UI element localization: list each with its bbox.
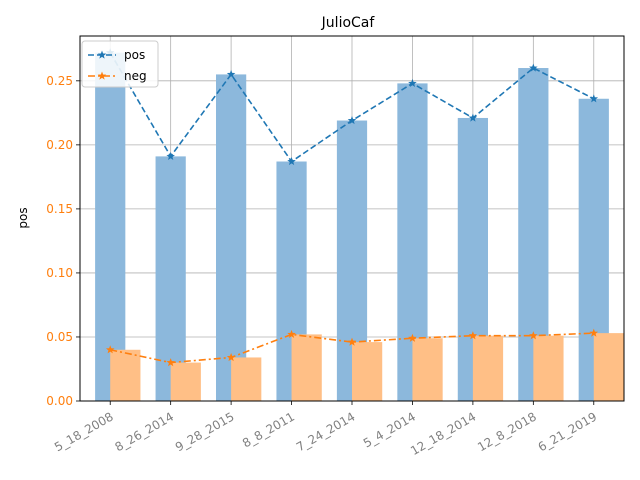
point-neg — [347, 337, 357, 346]
point-pos — [287, 157, 296, 166]
point-pos — [347, 116, 357, 125]
point-pos — [529, 63, 538, 72]
y-tick-label: 0.05 — [46, 330, 73, 344]
y-axis-label: pos — [16, 207, 30, 228]
bars — [95, 52, 624, 402]
point-neg — [226, 352, 236, 362]
bar-neg — [412, 338, 443, 401]
y-tick-label: 0.10 — [46, 266, 73, 280]
series-lines — [105, 48, 599, 367]
bar-neg — [231, 357, 262, 401]
bar-neg — [472, 335, 504, 401]
y-tick-label: 0.20 — [46, 138, 73, 152]
bar-neg — [593, 333, 624, 401]
bar-neg — [352, 342, 383, 401]
legend-label-pos: pos — [124, 48, 145, 62]
point-neg — [529, 331, 538, 340]
legend: pos neg — [81, 40, 159, 88]
y-tick-label: 0.15 — [46, 202, 73, 216]
series-line-neg — [110, 332, 594, 364]
legend-marker-neg — [97, 71, 107, 80]
point-neg — [105, 345, 115, 354]
bar-neg — [170, 362, 201, 401]
point-neg — [287, 329, 296, 339]
y-axis: 0.00 0.05 0.10 0.15 0.20 0.25 — [46, 74, 80, 408]
point-pos — [408, 78, 417, 88]
point-pos — [589, 94, 599, 103]
bar-pos — [95, 52, 126, 402]
bar-neg — [533, 335, 564, 401]
chart-title: JulioCaf — [321, 15, 376, 31]
point-neg — [589, 328, 599, 337]
bar-neg — [291, 334, 322, 401]
point-pos — [468, 113, 478, 122]
bar-neg — [110, 349, 141, 401]
point-neg — [408, 333, 417, 342]
point-pos — [226, 69, 236, 79]
point-neg — [166, 358, 175, 367]
y-tick-label: 0.25 — [46, 74, 73, 88]
point-pos — [166, 151, 175, 161]
legend-marker-pos — [97, 50, 107, 59]
legend-label-neg: neg — [124, 69, 147, 83]
bar-pos — [216, 74, 247, 401]
y-tick-label: 0.00 — [46, 394, 73, 408]
point-neg — [468, 331, 478, 340]
